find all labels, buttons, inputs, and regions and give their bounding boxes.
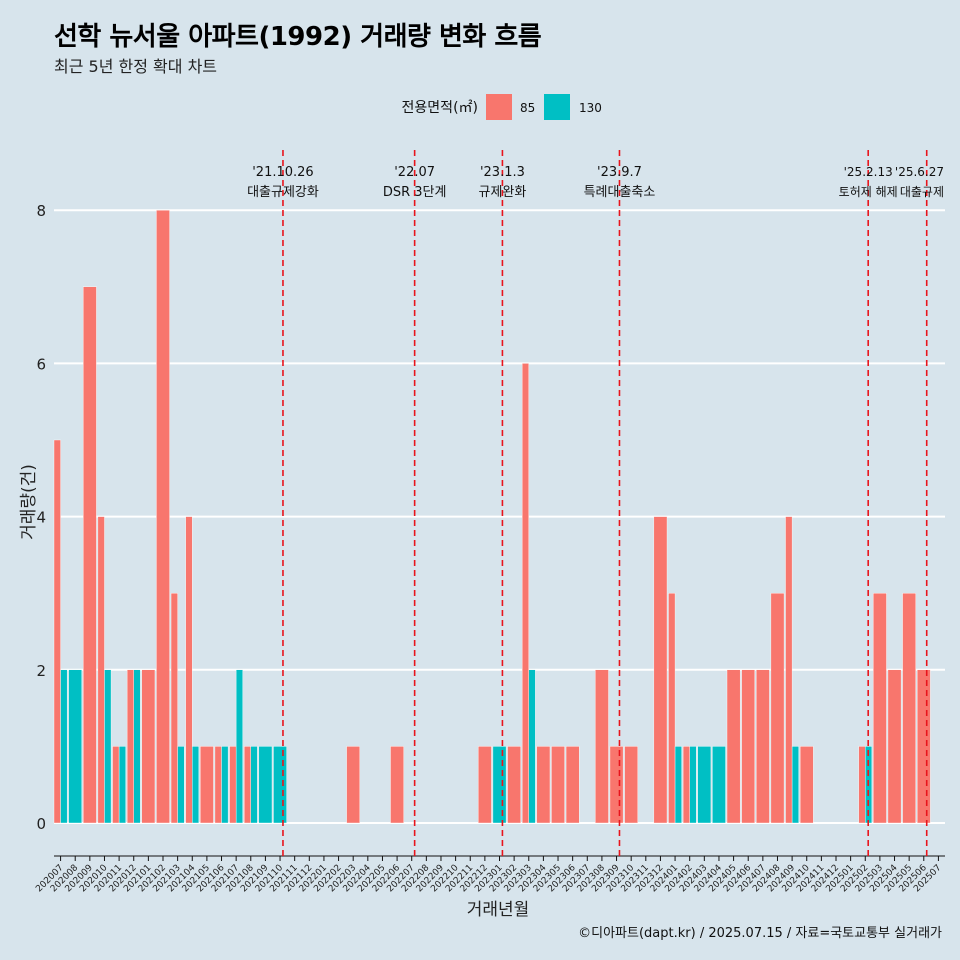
bar-85 [595, 669, 609, 824]
bar-85 [902, 593, 916, 824]
bar-130 [192, 746, 200, 824]
bar-130 [689, 746, 697, 824]
y-axis-title: 거래량(건) [19, 464, 39, 540]
bar-130 [221, 746, 229, 824]
event-date-label: '25.2.13 [844, 165, 893, 179]
bar-130 [697, 746, 712, 824]
bar-85 [229, 746, 237, 824]
bar-85 [536, 746, 551, 824]
legend-title: 전용면적(㎡) [402, 100, 478, 116]
bar-85 [185, 516, 193, 824]
bar-85 [521, 363, 529, 824]
bar-85 [653, 516, 668, 824]
bar-85 [609, 746, 624, 824]
chart-subtitle: 최근 5년 한정 확대 차트 [54, 57, 218, 76]
bar-85 [887, 669, 902, 824]
bar-85 [624, 746, 638, 824]
event-name-label: 토허제 해제 [839, 185, 898, 199]
bar-85 [770, 593, 785, 824]
bar-130 [133, 669, 141, 824]
bar-85 [112, 746, 120, 824]
legend-swatch-85 [486, 94, 512, 120]
event-name-label: 규제완화 [479, 185, 527, 200]
bar-85 [170, 593, 178, 824]
legend-label-85: 85 [520, 101, 535, 115]
event-date-label: '23.9.7 [597, 165, 642, 180]
bar-130 [492, 746, 507, 824]
event-name-label: 대출규제강화 [247, 185, 319, 200]
bar-130 [235, 669, 243, 824]
bar-85 [565, 746, 580, 824]
bar-130 [712, 746, 726, 824]
bar-85 [668, 593, 676, 824]
chart-title: 선학 뉴서울 아파트(1992) 거래량 변화 흐름 [54, 22, 542, 52]
event-date-label: '23.1.3 [480, 165, 525, 180]
event-date-label: '21.10.26 [252, 165, 313, 180]
bar-85 [551, 746, 565, 824]
bar-85 [873, 593, 887, 824]
source-caption: ©디아파트(dapt.kr) / 2025.07.15 / 자료=국토교통부 실… [578, 926, 942, 941]
legend-swatch-130 [544, 94, 570, 120]
y-tick-label: 0 [36, 815, 46, 833]
bar-85 [799, 746, 814, 824]
bar-85 [858, 746, 866, 824]
bar-130 [258, 746, 273, 824]
bar-130 [118, 746, 126, 824]
bar-130 [60, 669, 68, 824]
y-tick-label: 6 [36, 355, 46, 373]
x-axis-title: 거래년월 [467, 900, 530, 920]
bar-85 [156, 209, 170, 824]
bar-130 [68, 669, 82, 824]
bar-85 [126, 669, 134, 824]
bar-85 [756, 669, 770, 824]
legend-label-130: 130 [579, 101, 602, 115]
bar-130 [250, 746, 258, 824]
bar-130 [177, 746, 185, 824]
event-name-label: DSR 3단계 [383, 185, 447, 200]
y-tick-label: 4 [36, 509, 46, 527]
bar-85 [726, 669, 741, 824]
bar-130 [791, 746, 799, 824]
bar-85 [478, 746, 492, 824]
bar-85 [141, 669, 156, 824]
bar-85 [390, 746, 404, 824]
bar-85 [741, 669, 756, 824]
event-date-label: '25.6.27 [895, 165, 944, 179]
bar-130 [528, 669, 536, 824]
event-date-label: '22.07 [394, 165, 435, 180]
bar-85 [243, 746, 251, 824]
bar-85 [214, 746, 222, 824]
bar-130 [104, 669, 112, 824]
event-name-label: 특례대출축소 [584, 185, 656, 200]
bar-130 [273, 746, 287, 824]
bar-85 [83, 286, 97, 824]
y-tick-label: 8 [36, 202, 46, 220]
bar-85 [917, 669, 931, 824]
bar-85 [507, 746, 521, 824]
bar-85 [200, 746, 214, 824]
bar-85 [97, 516, 105, 824]
bar-85 [53, 439, 61, 824]
y-tick-label: 2 [36, 662, 46, 680]
event-name-label: 대출규제 [900, 185, 944, 199]
bar-85 [346, 746, 360, 824]
bar-85 [785, 516, 793, 824]
bar-130 [674, 746, 682, 824]
bar-85 [682, 746, 690, 824]
